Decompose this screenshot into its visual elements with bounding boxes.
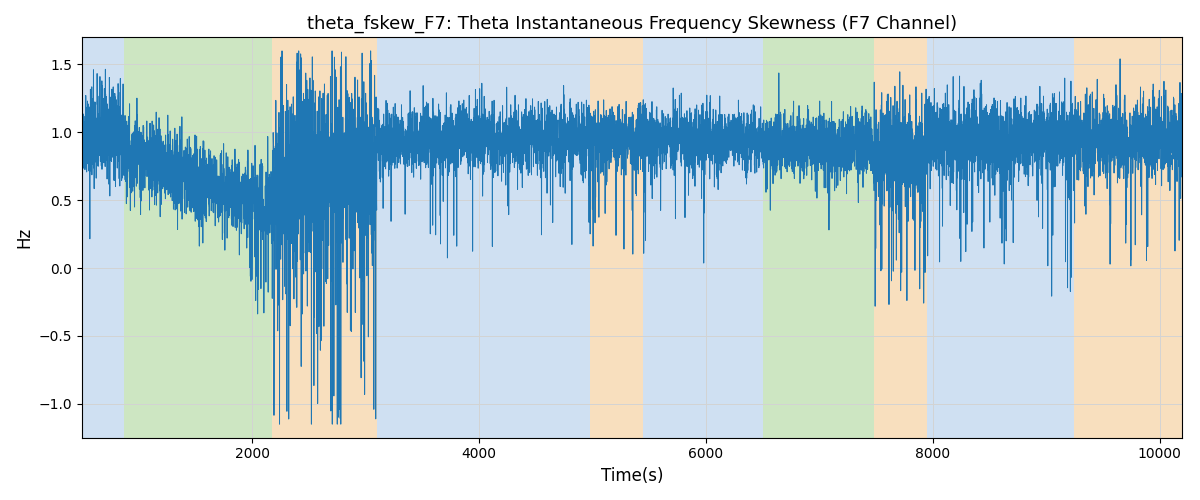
- Bar: [272, 38, 377, 438]
- Bar: [1074, 38, 1182, 438]
- Bar: [377, 38, 590, 438]
- Bar: [762, 38, 874, 438]
- Bar: [643, 38, 722, 438]
- X-axis label: Time(s): Time(s): [601, 467, 664, 485]
- Bar: [722, 38, 762, 438]
- Bar: [874, 38, 928, 438]
- Y-axis label: Hz: Hz: [14, 227, 32, 248]
- Bar: [124, 38, 272, 438]
- Title: theta_fskew_F7: Theta Instantaneous Frequency Skewness (F7 Channel): theta_fskew_F7: Theta Instantaneous Freq…: [307, 15, 958, 34]
- Bar: [590, 38, 643, 438]
- Bar: [82, 38, 124, 438]
- Bar: [928, 38, 1074, 438]
